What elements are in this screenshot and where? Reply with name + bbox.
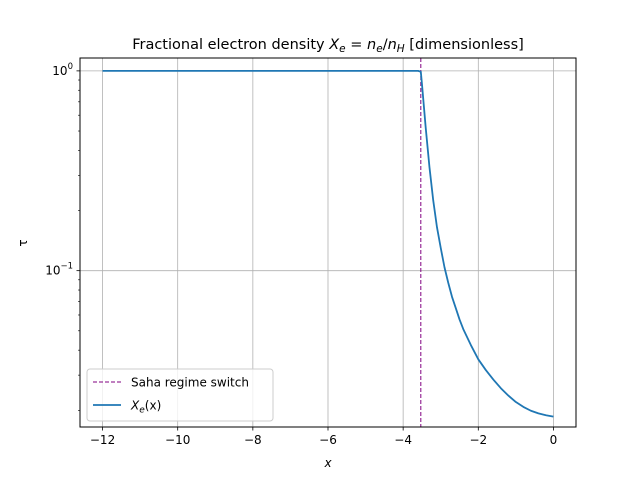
title-suffix: [dimensionless] [405,37,524,53]
x-tick-label: −2 [469,433,487,447]
legend-xe-rest: (x) [145,399,161,413]
title-math-x: X [328,37,340,53]
title-math-sub-e: e [339,43,345,55]
title-math-sub-e2: e [376,43,382,55]
y-tick-label: 10−1 [45,262,73,278]
title-math-eq: = [346,37,367,53]
y-tick-label: 100 [52,62,73,78]
y-tick-base: 10 [45,264,60,278]
x-tick-label: −10 [165,433,190,447]
title-math-n2: n [388,37,397,53]
legend: Saha regime switch Xe(x) [86,368,274,422]
title-math-slash: / [383,37,388,53]
title-prefix: Fractional electron density [132,37,329,53]
xe-series-line [102,69,554,418]
y-tick-exponent: 0 [68,62,73,72]
x-tick-label: 0 [550,433,558,447]
x-tick-label: −6 [319,433,337,447]
y-tick-exponent: −1 [60,262,73,272]
legend-xe-x: X [130,399,140,413]
chart-title: Fractional electron density Xe = ne/nH [… [132,37,524,55]
x-tick-label: −4 [394,433,412,447]
y-axis-label: τ [16,239,30,246]
x-tick-label: −12 [90,433,115,447]
legend-box [86,368,274,422]
x-tick-label: −8 [244,433,262,447]
title-math-sub-h: H [397,43,405,55]
y-tick-base: 10 [52,64,67,78]
legend-xe-sub: e [139,406,145,416]
series-layer [102,69,554,418]
legend-label-saha: Saha regime switch [131,376,249,390]
legend-label-xe: Xe(x) [130,399,161,416]
title-math-n: n [367,37,376,53]
x-axis-label: x [323,456,332,470]
